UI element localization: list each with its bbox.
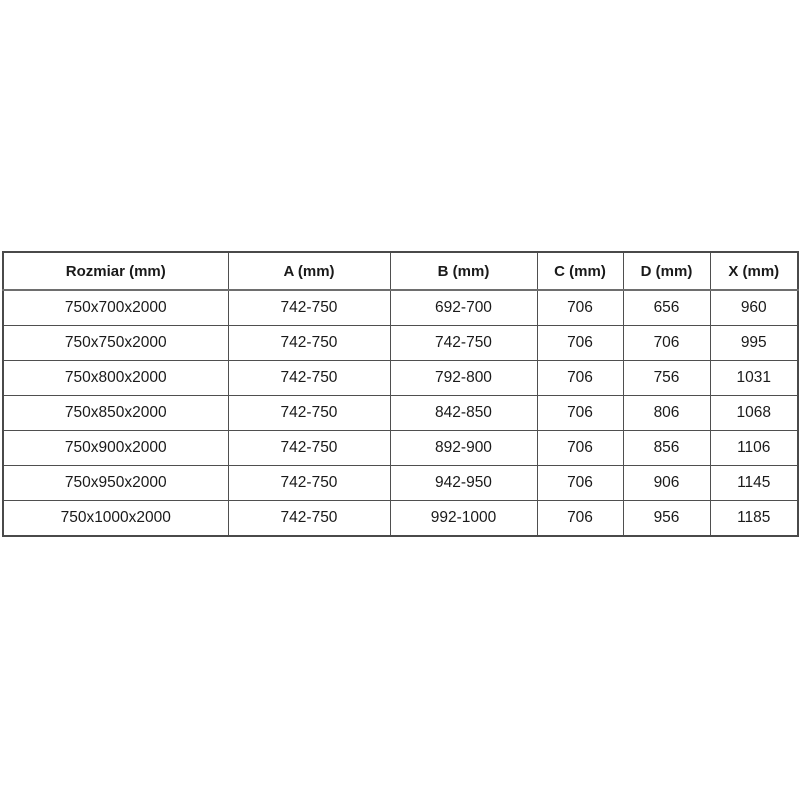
table-row: 750x900x2000 742-750 892-900 706 856 1106 [2, 430, 799, 466]
table-cell: 992-1000 [389, 500, 538, 537]
table-row: 750x950x2000 742-750 942-950 706 906 1145 [2, 465, 799, 501]
table-cell: 995 [709, 325, 799, 361]
table-cell: 706 [536, 465, 624, 501]
table-cell: 706 [536, 325, 624, 361]
table-row: 750x700x2000 742-750 692-700 706 656 960 [2, 289, 799, 326]
table-cell: 1185 [709, 500, 799, 537]
table-cell: 706 [536, 395, 624, 431]
column-header: Rozmiar (mm) [2, 251, 229, 291]
table-cell: 706 [536, 289, 624, 326]
table-cell: 742-750 [227, 289, 391, 326]
table-cell: 750x950x2000 [2, 465, 229, 501]
column-header: C (mm) [536, 251, 624, 291]
table-row: 750x750x2000 742-750 742-750 706 706 995 [2, 325, 799, 361]
table-cell: 742-750 [227, 465, 391, 501]
table-cell: 656 [622, 289, 711, 326]
column-header: B (mm) [389, 251, 538, 291]
column-header: D (mm) [622, 251, 711, 291]
table-cell: 750x900x2000 [2, 430, 229, 466]
table-cell: 750x700x2000 [2, 289, 229, 326]
table-cell: 750x800x2000 [2, 360, 229, 396]
table-row: 750x850x2000 742-750 842-850 706 806 1068 [2, 395, 799, 431]
table-cell: 756 [622, 360, 711, 396]
table-cell: 1106 [709, 430, 799, 466]
table-cell: 692-700 [389, 289, 538, 326]
table-cell: 706 [536, 500, 624, 537]
table-cell: 1145 [709, 465, 799, 501]
table-cell: 750x850x2000 [2, 395, 229, 431]
table-cell: 750x1000x2000 [2, 500, 229, 537]
table-cell: 706 [622, 325, 711, 361]
table-row: 750x800x2000 742-750 792-800 706 756 1031 [2, 360, 799, 396]
table-cell: 892-900 [389, 430, 538, 466]
table-cell: 806 [622, 395, 711, 431]
table-cell: 742-750 [227, 430, 391, 466]
table-cell: 742-750 [227, 395, 391, 431]
table-cell: 842-850 [389, 395, 538, 431]
table-cell: 956 [622, 500, 711, 537]
column-header: A (mm) [227, 251, 391, 291]
table-row: 750x1000x2000 742-750 992-1000 706 956 1185 [2, 500, 799, 537]
table-cell: 742-750 [227, 500, 391, 537]
column-header: X (mm) [709, 251, 799, 291]
dimensions-table-container: Rozmiar (mm) A (mm) B (mm) C (mm) D (mm) X (m… [2, 251, 799, 537]
table-body: 750x700x2000 742-750 692-700 706 656 960 750x7… [2, 289, 799, 537]
header-row: Rozmiar (mm) A (mm) B (mm) C (mm) D (mm) X (m… [2, 251, 799, 291]
table-cell: 906 [622, 465, 711, 501]
table-cell: 1031 [709, 360, 799, 396]
table-cell: 742-750 [227, 325, 391, 361]
table-cell: 742-750 [389, 325, 538, 361]
table-cell: 792-800 [389, 360, 538, 396]
table-cell: 856 [622, 430, 711, 466]
table-cell: 1068 [709, 395, 799, 431]
table-cell: 706 [536, 360, 624, 396]
table-cell: 942-950 [389, 465, 538, 501]
dimensions-table: Rozmiar (mm) A (mm) B (mm) C (mm) D (mm) X (m… [2, 251, 799, 537]
table-cell: 960 [709, 289, 799, 326]
table-cell: 742-750 [227, 360, 391, 396]
table-cell: 706 [536, 430, 624, 466]
table-cell: 750x750x2000 [2, 325, 229, 361]
